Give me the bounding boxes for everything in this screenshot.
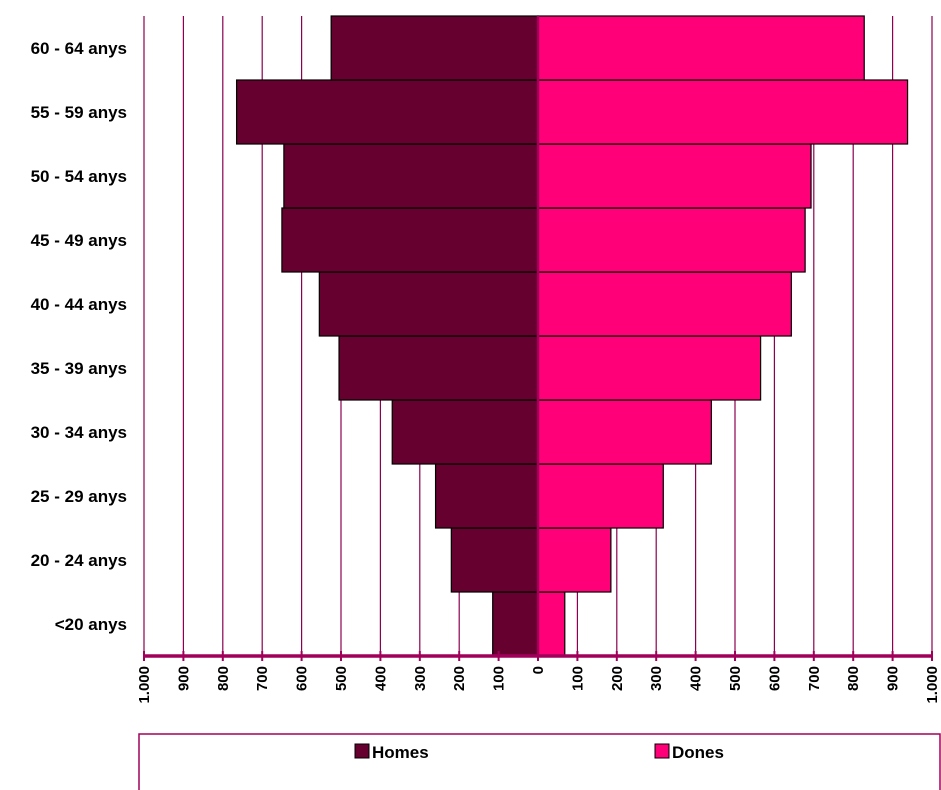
bar-homes [235,79,539,145]
x-tick-label: 0 [530,666,547,674]
category-label: 45 - 49 anys [31,231,127,250]
legend-swatch-dones [654,743,670,759]
category-label: 25 - 29 anys [31,487,127,506]
bar-dones [537,463,664,529]
x-tick-label: 700 [806,666,823,691]
x-tick-label: 200 [451,666,468,691]
x-tick-label: 100 [569,666,586,691]
category-label: 40 - 44 anys [31,295,127,314]
bar-dones [537,527,612,593]
x-tick-label: 1.000 [136,666,153,704]
x-tick-label: 1.000 [924,666,941,704]
x-tick-label: 400 [688,666,705,691]
legend-label-dones: Dones [672,743,724,762]
bar-homes [318,271,539,337]
legend-box [138,733,941,790]
category-labels: <20 anys 20 - 24 anys 25 - 29 anys 30 - 34 … [31,39,127,634]
x-axis: 1.000 900 800 700 600 500 400 300 200 100 0 100 200 3… [136,16,941,704]
bar-homes [434,463,539,529]
bar-dones [537,271,792,337]
bars [235,15,909,657]
bar-homes [338,335,539,401]
bar-dones [537,207,806,273]
bar-dones [537,591,566,657]
bar-homes [492,591,539,657]
x-tick-label: 900 [175,666,192,691]
legend-label-homes: Homes [372,743,429,762]
bar-homes [281,207,539,273]
x-tick-label: 300 [648,666,665,691]
category-label: 60 - 64 anys [31,39,127,58]
x-tick-label: 800 [845,666,862,691]
x-tick-label: 100 [491,666,508,691]
bar-dones [537,15,865,81]
bar-dones [537,79,909,145]
x-tick-label: 700 [254,666,271,691]
x-tick-label: 600 [766,666,783,691]
x-tick-label: 500 [333,666,350,691]
legend: Homes Dones [138,733,941,790]
category-label: <20 anys [55,615,127,634]
legend-swatch-homes [354,743,370,759]
x-tick-label: 900 [885,666,902,691]
bar-homes [450,527,539,593]
x-tick-label: 300 [412,666,429,691]
x-tick-label: 600 [294,666,311,691]
category-label: 55 - 59 anys [31,103,127,122]
bar-homes [391,399,539,465]
category-label: 30 - 34 anys [31,423,127,442]
bar-dones [537,335,762,401]
x-tick-label: 500 [727,666,744,691]
bar-homes [330,15,539,81]
bar-homes [283,143,539,209]
category-label: 50 - 54 anys [31,167,127,186]
bar-dones [537,143,812,209]
category-label: 20 - 24 anys [31,551,127,570]
category-label: 35 - 39 anys [31,359,127,378]
x-tick-label: 200 [609,666,626,691]
x-tick-label: 800 [215,666,232,691]
x-tick-label: 400 [372,666,389,691]
bar-dones [537,399,712,465]
